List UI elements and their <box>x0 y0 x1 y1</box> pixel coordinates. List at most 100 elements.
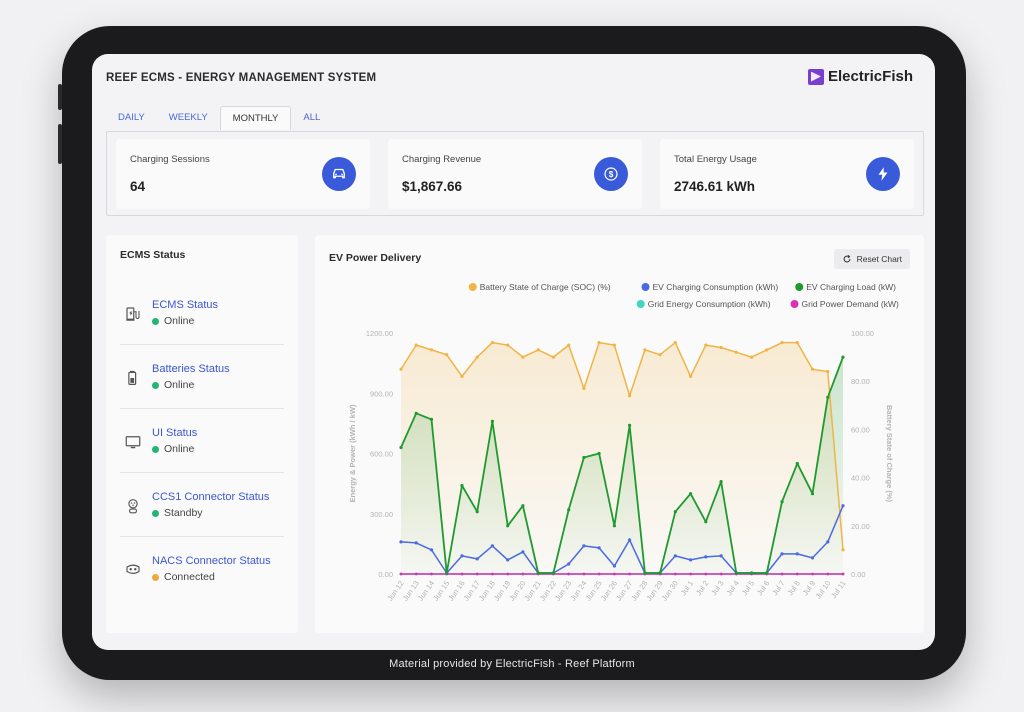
status-state-text: Online <box>164 443 195 455</box>
ev-load-point <box>719 480 723 484</box>
x-tick-label: Jul 6 <box>755 579 771 597</box>
kpi-value: 64 <box>130 179 146 194</box>
ev-load-point <box>536 571 540 575</box>
tab-weekly[interactable]: WEEKLY <box>168 112 208 123</box>
ev-load-point <box>445 571 449 575</box>
soc-point <box>582 386 586 390</box>
grid-demand-point <box>521 572 525 576</box>
soc-point <box>750 355 754 359</box>
battery-icon <box>124 369 142 387</box>
ev-consumption-point <box>612 564 616 568</box>
status-item-ccs1: CCS1 Connector Status Standby <box>120 479 284 537</box>
status-dot <box>152 509 159 517</box>
soc-point <box>567 343 571 347</box>
y-tick-label: 600.00 <box>370 450 393 459</box>
ev-load-area <box>401 357 843 574</box>
ev-load-point <box>414 411 418 415</box>
car-icon <box>322 157 356 191</box>
brand: ElectricFish <box>807 68 913 85</box>
legend-marker <box>641 283 650 291</box>
bolt-icon <box>866 157 900 191</box>
status-state: Online <box>152 379 194 391</box>
grid-demand-point <box>414 572 418 576</box>
ev-load-point <box>689 492 693 496</box>
status-name[interactable]: NACS Connector Status <box>152 555 271 567</box>
grid-demand-point <box>613 572 616 576</box>
status-dot <box>152 317 159 325</box>
tab-all[interactable]: ALL <box>303 112 321 123</box>
ev-load-point <box>475 510 479 514</box>
y2-tick-label: 40.00 <box>851 474 870 483</box>
soc-point <box>429 348 434 352</box>
grid-demand-point <box>811 572 814 576</box>
soc-point <box>551 355 555 359</box>
ev-load-point <box>810 492 815 496</box>
soc-point <box>719 345 723 350</box>
status-name[interactable]: UI Status <box>152 427 198 439</box>
status-state: Online <box>152 315 194 327</box>
ev-consumption-point <box>689 558 693 562</box>
status-name[interactable]: Batteries Status <box>152 363 230 375</box>
period-tabs: DAILY WEEKLY MONTHLY ALL <box>106 106 332 130</box>
ev-consumption-point <box>460 554 464 558</box>
y2-tick-label: 20.00 <box>851 522 870 531</box>
status-dot <box>152 381 159 389</box>
status-item-ecms: ECMS Status Online <box>120 287 284 345</box>
ev-consumption-point <box>475 557 479 561</box>
status-name[interactable]: CCS1 Connector Status <box>152 491 270 503</box>
tab-daily[interactable]: DAILY <box>118 112 145 123</box>
ev-power-chart: Battery State of Charge (SOC) (%) EV Char… <box>348 282 899 603</box>
ccs1-connector-icon <box>124 497 142 515</box>
y2-axis-label: Battery State of Charge (%) <box>885 405 894 503</box>
y2-tick-label: 0.00 <box>851 570 866 579</box>
soc-point <box>414 343 418 347</box>
ev-consumption-point <box>399 540 403 544</box>
grid-demand-point <box>780 572 784 576</box>
ev-consumption-point <box>521 550 525 554</box>
grid-demand-point <box>491 572 494 576</box>
ev-consumption-point <box>597 546 601 550</box>
grid-demand-point <box>841 572 845 576</box>
ev-load-series-line <box>400 356 844 574</box>
status-item-nacs: NACS Connector Status Connected <box>120 543 284 601</box>
y2-tick-label: 80.00 <box>851 377 870 386</box>
ev-load-point <box>673 510 677 514</box>
status-item-batteries: Batteries Status Online <box>120 351 284 409</box>
status-state-text: Online <box>164 315 195 327</box>
ev-load-point <box>765 571 769 575</box>
soc-point <box>597 341 601 345</box>
chart-title: EV Power Delivery <box>329 252 422 264</box>
tablet-side-button <box>58 84 62 110</box>
ev-consumption-point <box>795 552 799 556</box>
ev-load-point <box>658 571 662 575</box>
dollar-icon: $ <box>594 157 628 191</box>
legend-marker <box>636 300 645 308</box>
soc-area <box>401 342 843 574</box>
ev-load-point <box>628 423 632 427</box>
ev-load-point <box>521 504 525 508</box>
ev-load-point <box>826 395 830 399</box>
status-dot <box>152 573 159 581</box>
ev-load-point <box>429 417 434 421</box>
ev-consumption-point <box>628 538 632 542</box>
ev-consumption-point <box>780 552 784 556</box>
soc-point <box>399 367 403 371</box>
grid-demand-point <box>582 572 586 576</box>
legend-label: Grid Energy Consumption (kWh) <box>648 299 771 309</box>
ev-load-point <box>841 355 845 359</box>
ev-load-point <box>597 451 601 456</box>
kpi-value: $1,867.66 <box>402 179 463 194</box>
x-tick-label: Jun 30 <box>660 579 680 603</box>
y-tick-label: 1200.00 <box>366 329 393 338</box>
status-name[interactable]: ECMS Status <box>152 299 219 311</box>
status-state: Standby <box>152 507 203 519</box>
reset-chart-button[interactable]: Reset Chart <box>833 249 910 269</box>
soc-point <box>475 355 479 359</box>
status-state-text: Standby <box>164 507 203 519</box>
tab-monthly[interactable]: MONTHLY <box>219 106 292 130</box>
status-state: Online <box>152 443 194 455</box>
x-tick-label: Jul 8 <box>785 579 801 597</box>
grid-demand-point <box>795 572 799 576</box>
ev-consumption-point <box>490 544 494 548</box>
ev-consumption-series-line <box>400 505 844 574</box>
